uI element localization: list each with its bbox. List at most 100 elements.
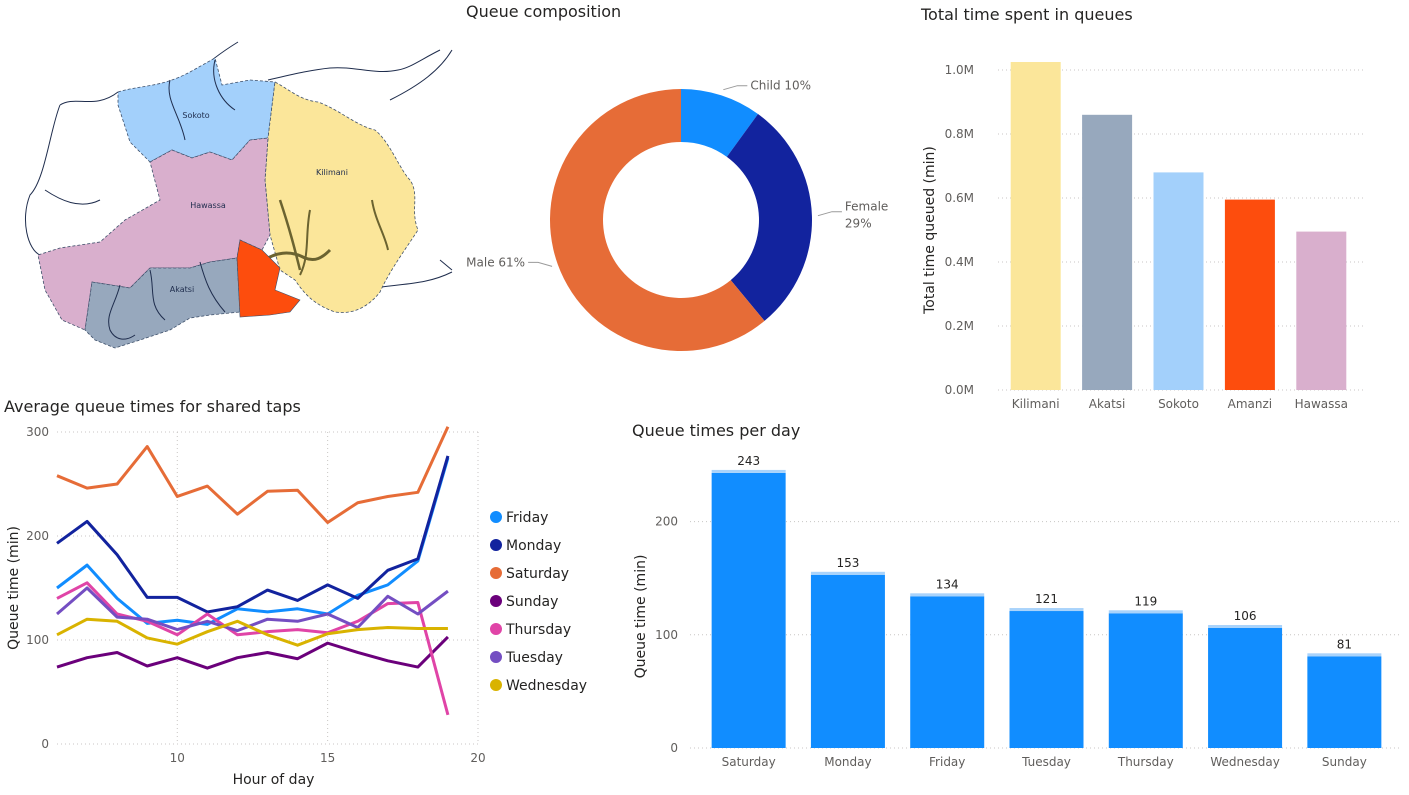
map-region-kilimani[interactable] — [264, 81, 419, 313]
map-region-amanzi[interactable] — [236, 239, 301, 318]
total-x-tick: Akatsi — [1089, 397, 1126, 411]
avg-y-tick: 300 — [26, 425, 49, 439]
river-line — [213, 59, 236, 111]
avg-x-axis-title: Hour of day — [233, 772, 315, 788]
avg-legend-label: Saturday — [506, 566, 569, 582]
river-line — [371, 199, 389, 251]
total-x-tick: Kilimani — [1012, 397, 1060, 411]
avg-line-thursday[interactable] — [56, 581, 450, 716]
map-region-sokoto[interactable] — [117, 57, 276, 163]
total-time-bar-chart[interactable]: 0.0M 0.2M 0.4M 0.6M 0.8M 1.0M Kilimani Akatsi So… — [910, 30, 1409, 415]
perday-bar-friday[interactable] — [910, 596, 985, 748]
total-bar-akatsi[interactable] — [1082, 114, 1133, 391]
map-label-sokoto: Sokoto — [182, 111, 209, 120]
total-x-tick: Sokoto — [1158, 397, 1199, 411]
total-bar-sokoto[interactable] — [1153, 172, 1204, 390]
perday-y-tick: 100 — [655, 628, 678, 642]
perday-y-tick: 0 — [670, 741, 678, 755]
total-y-tick: 0.2M — [945, 319, 974, 333]
avg-legend-label: Wednesday — [506, 678, 587, 694]
region-map[interactable]: Sokoto Kilimani Hawassa Akatsi — [0, 30, 460, 370]
perday-bar-sunday[interactable] — [1307, 656, 1382, 748]
avg-legend-label: Monday — [506, 538, 561, 554]
donut-slice-male[interactable] — [550, 89, 765, 352]
avg-line-tuesday[interactable] — [56, 586, 449, 633]
composition-donut-chart[interactable]: Child 10% Female 29% Male 61% — [455, 30, 915, 375]
total-y-tick: 1.0M — [945, 63, 974, 77]
queue-per-day-bar-chart[interactable]: 0 100 200 243 Saturday 153 Monday 134 Friday 121 T… — [625, 445, 1409, 791]
perday-bar-cap — [1009, 608, 1084, 612]
river-line — [299, 209, 311, 276]
avg-legend-marker-wednesday — [490, 679, 502, 691]
perday-data-label: 134 — [936, 577, 959, 591]
avg-legend-marker-saturday — [490, 567, 502, 579]
total-y-tick: 0.4M — [945, 255, 974, 269]
perday-x-tick: Tuesday — [1021, 755, 1071, 769]
avg-legend-marker-tuesday — [490, 651, 502, 663]
total-y-axis-title: Total time queued (min) — [922, 146, 938, 315]
perday-x-tick: Friday — [929, 755, 965, 769]
perday-data-label: 121 — [1035, 592, 1058, 606]
avg-y-axis-title: Queue time (min) — [6, 526, 22, 650]
total-bar-hawassa[interactable] — [1296, 231, 1347, 390]
donut-label: Male 61% — [466, 255, 525, 269]
donut-slice-female[interactable] — [726, 114, 812, 321]
avg-legend-marker-sunday — [490, 595, 502, 607]
avg-legend-label: Friday — [506, 510, 548, 526]
perday-bar-cap — [1208, 625, 1283, 629]
donut-label: Female 29% — [845, 200, 888, 231]
perday-bar-monday[interactable] — [810, 574, 885, 748]
total-bar-amanzi[interactable] — [1224, 199, 1275, 390]
perday-x-tick: Wednesday — [1210, 755, 1279, 769]
river-line — [267, 49, 441, 81]
avg-legend-marker-thursday — [490, 623, 502, 635]
total-x-tick: Hawassa — [1295, 397, 1348, 411]
perday-bar-thursday[interactable] — [1108, 613, 1183, 748]
perday-bar-cap — [1108, 610, 1183, 614]
perday-bar-saturday[interactable] — [711, 472, 786, 748]
perday-bar-cap — [1307, 653, 1382, 657]
avg-line-monday[interactable] — [56, 455, 450, 614]
river-line — [261, 248, 332, 264]
perday-data-label: 243 — [737, 454, 760, 468]
map-label-kilimani: Kilimani — [316, 168, 348, 177]
total-x-tick: Amanzi — [1228, 397, 1273, 411]
perday-bar-tuesday[interactable] — [1009, 611, 1084, 748]
river-line — [439, 259, 453, 271]
donut-leader-line — [528, 261, 553, 267]
river-line — [168, 79, 186, 141]
perday-x-tick: Monday — [824, 755, 871, 769]
avg-line-saturday[interactable] — [56, 426, 450, 524]
river-line — [44, 189, 101, 205]
total-title: Total time spent in queues — [921, 5, 1133, 24]
river-line — [59, 91, 119, 106]
perday-bar-cap — [810, 571, 885, 575]
total-bar-kilimani[interactable] — [1010, 62, 1061, 390]
avg-line-wednesday[interactable] — [56, 617, 448, 647]
perday-bar-wednesday[interactable] — [1208, 628, 1283, 748]
avg-line-sunday[interactable] — [56, 635, 449, 670]
avg-x-tick: 20 — [470, 751, 485, 765]
perday-y-tick: 200 — [655, 515, 678, 529]
avg-y-tick: 200 — [26, 529, 49, 543]
average-queue-line-chart[interactable]: 0 100 200 300 10 15 20 Friday Monday Saturday Sund… — [0, 420, 600, 791]
avg-x-tick: 15 — [320, 751, 335, 765]
perday-panel: 0 100 200 243 Saturday 153 Monday 134 Friday 121 T… — [625, 445, 1409, 791]
perday-data-label: 119 — [1134, 594, 1157, 608]
river-line — [149, 269, 166, 321]
avg-legend-marker-friday — [490, 511, 502, 523]
avg-legend-label: Tuesday — [505, 650, 563, 666]
perday-data-label: 153 — [836, 556, 859, 570]
perday-data-label: 106 — [1234, 609, 1257, 623]
donut-slice-child[interactable] — [681, 89, 758, 157]
map-label-hawassa: Hawassa — [190, 201, 226, 210]
total-panel: 0.0M 0.2M 0.4M 0.6M 0.8M 1.0M Kilimani Akatsi So… — [910, 30, 1409, 415]
map-region-hawassa[interactable] — [37, 137, 271, 331]
map-region-akatsi[interactable] — [84, 257, 241, 349]
avg-legend-label: Thursday — [505, 622, 571, 638]
river-line — [24, 104, 61, 256]
donut-label: Child 10% — [750, 79, 811, 93]
total-y-tick: 0.8M — [945, 127, 974, 141]
avg-line-friday[interactable] — [56, 457, 450, 626]
river-line — [389, 49, 453, 101]
